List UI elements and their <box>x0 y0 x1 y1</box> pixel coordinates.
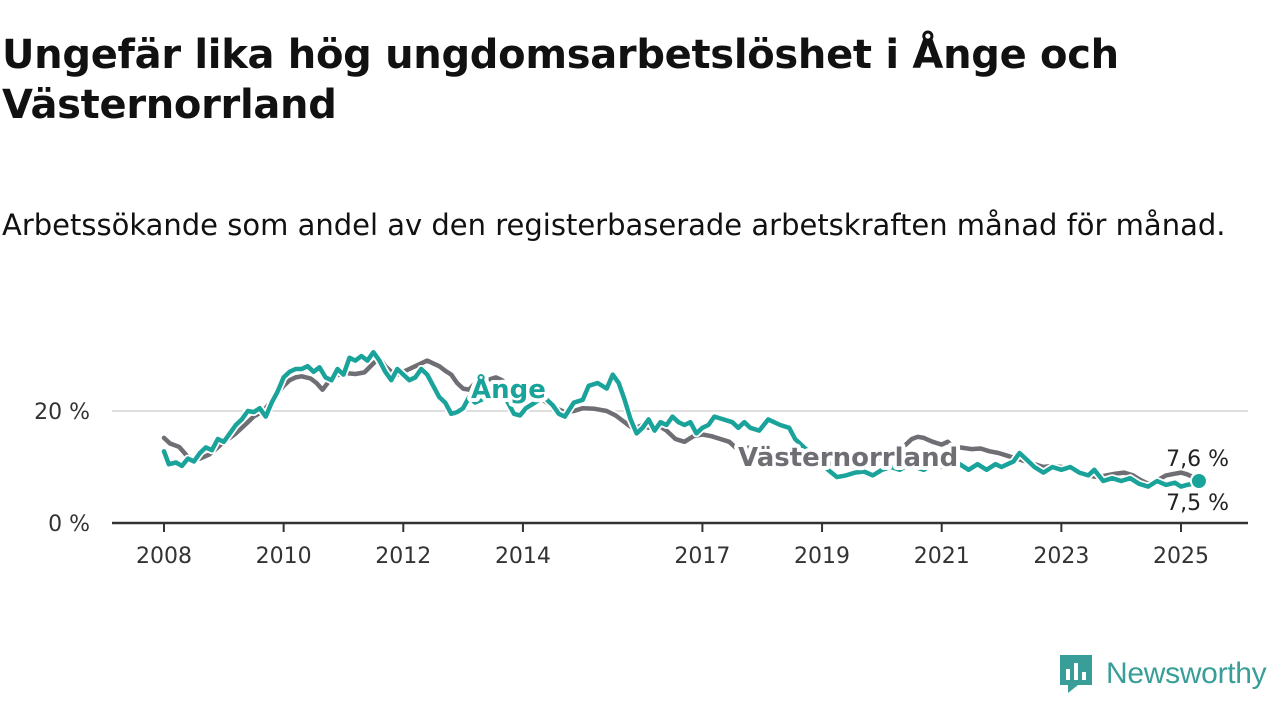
end-marker-ange <box>1189 472 1208 490</box>
series-line-ange <box>161 349 1202 489</box>
brand-logo: Newsworthy <box>1058 652 1267 696</box>
y-axis-labels: 0 % 20 % <box>34 400 90 537</box>
x-tick-label: 2025 <box>1153 544 1209 569</box>
brand-name: Newsworthy <box>1106 657 1267 690</box>
x-tick-label: 2008 <box>136 544 192 569</box>
x-tick-label: 2017 <box>674 544 730 569</box>
y-tick-label: 0 % <box>48 512 90 537</box>
x-tick-label: 2012 <box>375 544 431 569</box>
x-axis: 2008 2010 2012 2014 2017 2019 2021 2023 2025 <box>112 521 1248 569</box>
line-chart: 0 % 20 % 2008 2010 2012 2014 2017 2019 2021 2023… <box>34 348 1248 569</box>
series-label-halo-ange: Ånge <box>471 373 546 405</box>
chart-subtitle: Arbetssökande som andel av den registerb… <box>2 208 1226 242</box>
x-tick-label: 2023 <box>1033 544 1089 569</box>
series-label-halo-vasternorrland: Västernorrland <box>738 443 958 473</box>
newsworthy-logo-icon <box>1060 655 1092 693</box>
series-label-vasternorrland: Västernorrland <box>738 443 958 473</box>
y-tick-label: 20 % <box>34 400 90 425</box>
series-labels: VästernorrlandVästernorrlandÅngeÅnge7,6 … <box>467 369 1229 516</box>
series-label-ange: Ånge <box>471 373 546 405</box>
x-tick-label: 2021 <box>914 544 970 569</box>
chart-title: Ungefär lika hög ungdomsarbetslöshet i Å… <box>2 32 1119 128</box>
end-value-label-vasternorrland: 7,6 % <box>1166 447 1229 472</box>
x-tick-label: 2010 <box>256 544 312 569</box>
x-tick-label: 2019 <box>794 544 850 569</box>
series-lines <box>160 348 1208 491</box>
end-value-label-ange: 7,5 % <box>1166 491 1229 516</box>
x-tick-label: 2014 <box>495 544 551 569</box>
